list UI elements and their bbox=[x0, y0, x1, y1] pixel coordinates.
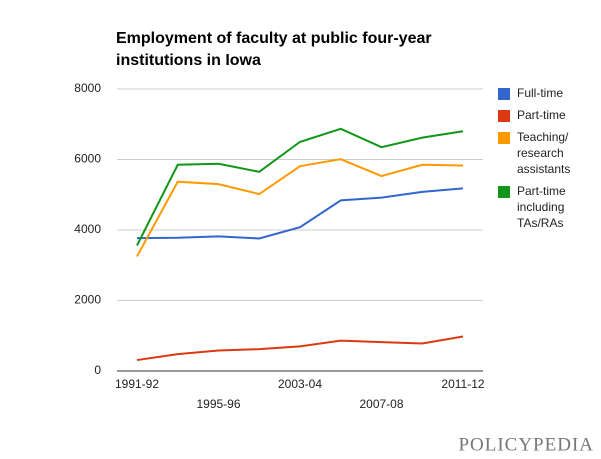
chart-title: Employment of faculty at public four-yea… bbox=[116, 30, 432, 69]
y-tick-label: 4000 bbox=[74, 222, 101, 236]
series-line bbox=[136, 127, 464, 246]
x-tick-label: 2011-12 bbox=[441, 377, 484, 391]
legend-line: Teaching/ bbox=[517, 130, 569, 144]
legend-line: TAs/RAs bbox=[517, 216, 563, 230]
legend-line: Full-time bbox=[517, 86, 563, 100]
legend-label: Full-time bbox=[517, 86, 563, 100]
series-line bbox=[136, 335, 464, 362]
legend-line: Part-time bbox=[517, 108, 566, 122]
x-tick-label: 1991-92 bbox=[115, 377, 159, 391]
y-tick-label: 6000 bbox=[74, 152, 101, 166]
x-tick-label: 1995-96 bbox=[196, 397, 240, 411]
legend-line: including bbox=[517, 200, 564, 214]
series-line bbox=[136, 158, 464, 257]
y-tick-label: 2000 bbox=[74, 293, 101, 307]
legend-line: Part-time bbox=[517, 184, 566, 198]
x-tick-label: 2003-04 bbox=[278, 377, 322, 391]
x-tick-label: 2007-08 bbox=[359, 397, 403, 411]
legend-line: assistants bbox=[517, 162, 570, 176]
legend-label: Part-time including TAs/RAs bbox=[517, 184, 566, 230]
legend-swatch bbox=[498, 110, 510, 122]
legend-label: Teaching/research assistants bbox=[517, 130, 570, 176]
legend-swatch bbox=[498, 186, 510, 198]
series-line bbox=[136, 187, 464, 240]
y-tick-label: 0 bbox=[94, 363, 101, 377]
footer-logo: POLICYPEDIA bbox=[458, 434, 594, 455]
legend-label: Part-time bbox=[517, 108, 566, 122]
legend-line: research bbox=[517, 146, 564, 160]
y-tick-label: 8000 bbox=[74, 81, 101, 95]
legend-swatch bbox=[498, 132, 510, 144]
legend-swatch bbox=[498, 88, 510, 100]
